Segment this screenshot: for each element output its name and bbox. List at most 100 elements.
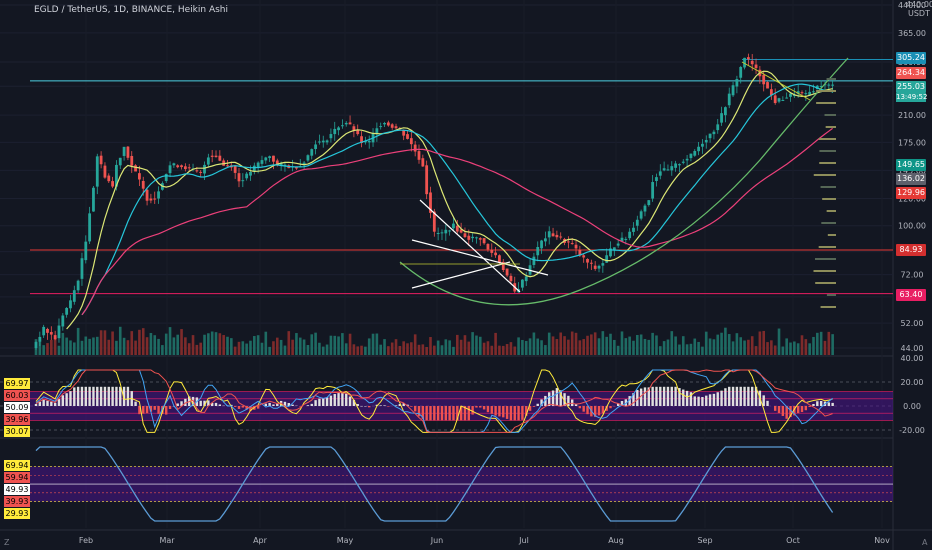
pane1-histogram-bar bbox=[551, 390, 555, 406]
candle-body bbox=[494, 252, 497, 256]
candle-body bbox=[490, 249, 494, 253]
ema-slow-line bbox=[81, 127, 833, 316]
candle-body bbox=[739, 66, 743, 78]
volume-bar bbox=[375, 333, 379, 355]
pane1-histogram-bar bbox=[643, 387, 647, 406]
volume-profile-bar bbox=[818, 246, 836, 248]
candle-body bbox=[712, 131, 716, 135]
volume-bar bbox=[624, 338, 628, 355]
pane1-tick-label: 20.00 bbox=[901, 378, 924, 387]
volume-bar bbox=[747, 339, 750, 355]
volume-bar bbox=[570, 331, 574, 355]
volume-bar bbox=[666, 339, 670, 355]
volume-bar bbox=[295, 333, 298, 355]
pane1-histogram-bar bbox=[149, 406, 153, 412]
candle-body bbox=[386, 122, 390, 126]
candle-body bbox=[482, 238, 486, 244]
pane1-histogram-bar bbox=[433, 406, 436, 421]
volume-bar bbox=[421, 344, 425, 355]
price-tag: 264.34 bbox=[896, 67, 926, 79]
volume-bar bbox=[689, 343, 693, 355]
candle-body bbox=[678, 164, 681, 166]
candle-body bbox=[390, 124, 394, 128]
pane1-histogram-bar bbox=[99, 386, 103, 406]
pane1-red-line bbox=[35, 369, 833, 433]
volume-bar bbox=[344, 343, 348, 355]
candle-body bbox=[785, 97, 789, 99]
pane1-histogram-bar bbox=[268, 402, 271, 406]
pane1-histogram-bar bbox=[540, 399, 543, 406]
candle-body bbox=[233, 165, 237, 173]
volume-bar bbox=[53, 338, 57, 355]
volume-profile-bar bbox=[826, 210, 836, 212]
volume-bar bbox=[574, 332, 578, 355]
pane1-histogram-bar bbox=[329, 395, 333, 406]
pane1-histogram-bar bbox=[762, 395, 765, 406]
pane1-histogram-bar bbox=[647, 387, 650, 406]
volume-bar bbox=[184, 337, 187, 355]
pane1-histogram-bar bbox=[793, 406, 796, 416]
candle-body bbox=[314, 144, 317, 150]
candle-body bbox=[264, 157, 268, 161]
trendline bbox=[741, 61, 811, 101]
pane1-histogram-bar bbox=[283, 401, 287, 406]
pane1-histogram-bar bbox=[796, 406, 800, 414]
pane1-histogram-bar bbox=[203, 400, 206, 406]
pane1-histogram-bar bbox=[406, 404, 409, 406]
candle-body bbox=[574, 244, 578, 249]
pane1-histogram-bar bbox=[88, 386, 91, 406]
candle-body bbox=[348, 122, 352, 125]
pane1-histogram-bar bbox=[739, 386, 742, 406]
pane1-histogram-bar bbox=[306, 405, 310, 406]
volume-bar bbox=[701, 346, 704, 355]
pane1-histogram-bar bbox=[651, 386, 654, 406]
volume-bar bbox=[601, 331, 605, 355]
level-tag: 59.94 bbox=[4, 472, 30, 483]
volume-profile-bar bbox=[827, 234, 836, 236]
zoom-button[interactable]: Z bbox=[4, 538, 10, 547]
candle-body bbox=[624, 238, 628, 240]
pane1-histogram-bar bbox=[467, 406, 470, 421]
candle-body bbox=[180, 165, 183, 168]
pane1-histogram-bar bbox=[517, 406, 520, 421]
volume-bar bbox=[141, 328, 145, 355]
auto-scale-button[interactable]: A bbox=[922, 538, 928, 547]
volume-bar bbox=[823, 340, 827, 355]
candle-body bbox=[57, 325, 61, 339]
volume-bar bbox=[410, 342, 413, 355]
volume-bar bbox=[436, 340, 440, 355]
pane1-histogram-bar bbox=[682, 389, 685, 406]
volume-bar bbox=[463, 335, 467, 355]
volume-bar bbox=[176, 334, 180, 355]
candle-body bbox=[643, 205, 647, 212]
volume-profile-bar bbox=[819, 162, 836, 164]
candle-body bbox=[720, 113, 723, 123]
candle-body bbox=[80, 258, 84, 279]
candle-body bbox=[352, 126, 356, 131]
volume-bar bbox=[547, 332, 551, 355]
pane1-histogram-bar bbox=[440, 406, 444, 421]
candle-body bbox=[237, 173, 241, 182]
candle-body bbox=[252, 165, 256, 172]
volume-bar bbox=[555, 339, 559, 355]
candle-body bbox=[406, 134, 409, 139]
pane1-histogram-bar bbox=[429, 406, 432, 421]
volume-bar bbox=[773, 345, 777, 355]
volume-bar bbox=[187, 343, 191, 355]
pane1-histogram-bar bbox=[42, 399, 45, 406]
pane1-histogram-bar bbox=[632, 393, 635, 406]
candle-body bbox=[325, 140, 329, 143]
pane1-histogram-bar bbox=[65, 393, 68, 406]
candle-body bbox=[708, 133, 712, 139]
price-tag: 305.24 bbox=[896, 52, 926, 64]
pane1-histogram-bar bbox=[689, 392, 693, 406]
volume-bar bbox=[674, 336, 677, 355]
pane1-histogram-bar bbox=[107, 386, 110, 406]
candle-body bbox=[685, 158, 689, 161]
candle-body bbox=[141, 180, 145, 189]
volume-bar bbox=[563, 336, 566, 355]
candle-body bbox=[92, 187, 95, 212]
pane1-histogram-bar bbox=[655, 386, 658, 406]
pane1-histogram-bar bbox=[498, 406, 501, 417]
